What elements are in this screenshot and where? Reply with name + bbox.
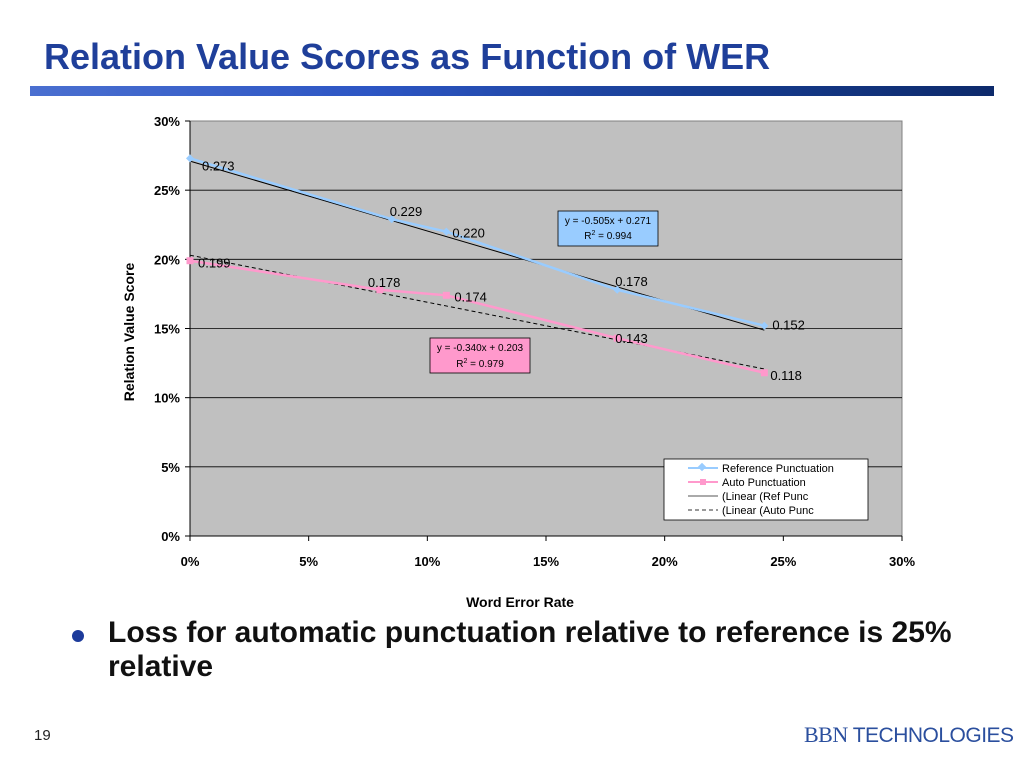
data-label-auto: 0.199 [198, 256, 231, 271]
data-label-ref: 0.229 [390, 204, 423, 219]
y-tick-label: 25% [154, 183, 180, 198]
ref-r2-symbol: R [584, 231, 591, 242]
ref-r2-sup: 2 [591, 230, 595, 237]
legend-marker-ref [697, 462, 707, 472]
data-point-ref [186, 154, 194, 163]
chart: 0% 5% 10% 15% 20% 25% 30% 0%5%10%15%20%25%30% … [121, 114, 916, 610]
bullet-dot-icon [72, 630, 84, 642]
auto-r2-symbol: R [456, 359, 463, 370]
auto-equation-box: y = -0.340x + 0.203 R2 = 0.979 [429, 337, 531, 374]
legend-label-auto-trend: (Linear (Auto Punc [722, 505, 814, 517]
ref-equation-box-bg [557, 210, 659, 247]
data-label-auto: 0.178 [368, 275, 401, 290]
legend-label-auto: Auto Punctuation [722, 477, 806, 489]
x-tick-label: 5% [299, 554, 318, 569]
x-tick-label: 25% [770, 554, 796, 569]
slide-title: Relation Value Scores as Function of WER [44, 36, 771, 77]
bullet-point: Loss for automatic punctuation relative … [72, 616, 1002, 684]
data-point-auto [186, 257, 194, 265]
data-labels: 0.273 0.229 0.220 0.178 0.152 0.199 0.178 0.174… [198, 158, 805, 382]
data-point-auto [376, 286, 384, 294]
data-label-ref: 0.152 [772, 318, 805, 333]
data-label-auto: 0.174 [454, 289, 487, 304]
y-tick-label: 15% [154, 322, 180, 337]
y-tick-label: 20% [154, 252, 180, 267]
bullet-text: Loss for automatic punctuation relative … [108, 616, 952, 683]
y-tick-label: 5% [161, 460, 180, 475]
ref-r2: R2 = 0.994 [584, 230, 632, 242]
ref-r2-value: = 0.994 [595, 231, 632, 242]
x-tick-label: 0% [181, 554, 200, 569]
y-tick-label: 0% [161, 529, 180, 544]
legend: Reference Punctuation Auto Punctuation (… [663, 458, 869, 521]
data-point-auto [442, 291, 450, 299]
auto-equation-box-bg [429, 337, 531, 374]
data-point-auto [760, 369, 768, 377]
x-tick-label: 10% [414, 554, 440, 569]
slide-number: 19 [34, 727, 51, 744]
logo-sans-text: TECHNOLOGIES [847, 724, 1014, 747]
data-label-auto: 0.118 [770, 368, 802, 383]
data-point-ref [387, 215, 396, 224]
x-tick-labels: 0% 5% 10% 15% 20% 25% 30% [181, 554, 916, 569]
ref-equation: y = -0.505x + 0.271 [565, 216, 652, 227]
auto-equation: y = -0.340x + 0.203 [437, 343, 524, 354]
legend-label-ref: Reference Punctuation [722, 463, 834, 475]
data-point-ref [613, 285, 622, 294]
series [186, 154, 769, 377]
title-rule [30, 86, 994, 96]
data-label-auto: 0.143 [615, 331, 648, 346]
data-label-ref: 0.273 [202, 158, 235, 173]
data-point-ref [442, 227, 451, 236]
data-point-auto [613, 334, 621, 342]
auto-r2-value: = 0.979 [467, 359, 504, 370]
logo-serif-text: BBN [804, 722, 848, 747]
y-tick-label: 10% [154, 391, 180, 406]
data-point-ref [760, 321, 769, 330]
legend-marker-auto [700, 479, 706, 485]
x-tick-label: 30% [889, 554, 915, 569]
bbn-logo: BBN TECHNOLOGIES [804, 722, 1014, 748]
x-tick-label: 15% [533, 554, 559, 569]
data-label-ref: 0.220 [452, 226, 485, 241]
legend-label-ref-trend: (Linear (Ref Punc [722, 491, 809, 503]
auto-r2: R2 = 0.979 [456, 358, 504, 370]
y-tick-labels: 0% 5% 10% 15% 20% 25% 30% [154, 114, 180, 544]
axes [185, 120, 903, 541]
x-axis-title: Word Error Rate [466, 594, 574, 610]
y-tick-label: 30% [154, 114, 180, 129]
data-label-ref: 0.178 [615, 274, 648, 289]
ref-equation-box: y = -0.505x + 0.271 R2 = 0.994 [557, 210, 659, 247]
auto-r2-sup: 2 [463, 358, 467, 365]
x-tick-label: 20% [652, 554, 678, 569]
y-axis-title: Relation Value Score [121, 263, 137, 402]
